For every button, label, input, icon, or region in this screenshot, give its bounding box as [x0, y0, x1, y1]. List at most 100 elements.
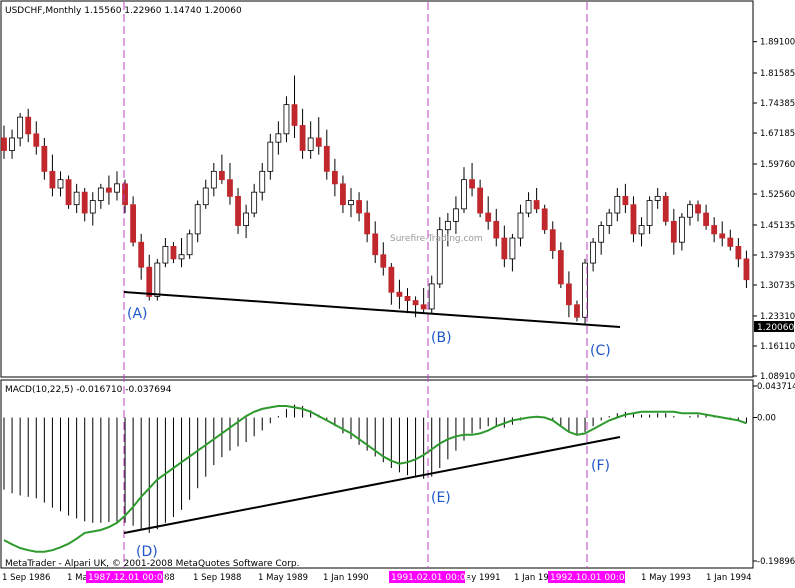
candle: [89, 192, 96, 226]
time-label: 1 Sep 1986: [2, 573, 50, 583]
candle: [162, 238, 169, 268]
candle: [719, 221, 726, 247]
current-price-label: 1.20060: [757, 323, 794, 333]
candle: [356, 192, 362, 222]
candle-body: [194, 204, 201, 235]
candle: [501, 225, 508, 268]
candle: [307, 121, 314, 159]
candle: [348, 188, 354, 218]
candle: [227, 162, 233, 205]
candle: [202, 179, 209, 209]
candle: [614, 188, 621, 222]
time-label: 1 May 1993: [641, 573, 691, 583]
macd-trendline[interactable]: [123, 436, 621, 534]
candle-body: [49, 170, 56, 189]
candle: [97, 183, 104, 209]
candle-body: [146, 266, 153, 297]
candle: [549, 221, 556, 259]
current-price-box: [754, 321, 794, 332]
price-tick-label: 1.74385: [760, 99, 795, 109]
candle: [9, 129, 15, 159]
candle-body: [687, 204, 693, 218]
candle: [17, 112, 24, 147]
candle: [194, 200, 201, 243]
candle-body: [477, 187, 484, 214]
candle-body: [283, 104, 290, 135]
candle: [590, 238, 597, 272]
price-candles: [1, 75, 750, 326]
candle-body: [178, 254, 185, 260]
candle: [65, 175, 72, 209]
candle: [315, 117, 322, 155]
candle: [122, 179, 128, 214]
candle-body: [453, 208, 459, 222]
candle: [420, 288, 427, 314]
candle: [574, 300, 580, 322]
price-tick-label: 1.81585: [760, 69, 795, 79]
candle: [566, 271, 572, 318]
candle-body: [267, 141, 274, 172]
candle-body: [646, 200, 653, 226]
candle-body: [340, 183, 346, 206]
time-label: 88: [164, 573, 175, 583]
candle-body: [711, 225, 718, 235]
macd-tick-label: 0.043714: [757, 382, 795, 392]
time-label: 1 Jan 1990: [323, 573, 369, 583]
macd-axis: 0.043714 0.00 -0.19896: [753, 382, 795, 567]
date-highlight-1: [86, 571, 163, 583]
candle-body: [606, 212, 613, 226]
candle-body: [719, 233, 726, 239]
candle-body: [114, 183, 120, 193]
candle-body: [420, 304, 427, 310]
candle: [695, 200, 701, 222]
candle-body: [662, 195, 669, 222]
candle-body: [41, 145, 48, 172]
candle: [49, 154, 56, 197]
price-axis: 1.89100 1.81585 1.74385 1.67185 1.59760 1.525…: [753, 38, 795, 382]
candle-body: [501, 237, 508, 260]
candle-body: [186, 233, 193, 256]
candle-body: [323, 145, 330, 172]
candle: [493, 208, 500, 247]
marker-d: (D): [136, 544, 158, 560]
marker-a: (A): [127, 306, 148, 322]
candle-body: [315, 137, 322, 147]
candle: [33, 121, 40, 155]
candle-body: [106, 187, 112, 193]
candle-body: [638, 225, 645, 235]
time-label: 1 Sep 1988: [193, 573, 241, 583]
candle: [646, 196, 653, 234]
candle: [711, 217, 718, 243]
macd-tick-label: -0.19896: [757, 557, 795, 567]
candle-body: [275, 133, 282, 143]
candle-body: [493, 220, 500, 239]
candle: [138, 233, 145, 280]
marker-c: (C): [590, 343, 611, 359]
price-trendline[interactable]: [123, 291, 621, 328]
price-tick-label: 1.45135: [760, 221, 795, 231]
candle-body: [574, 304, 580, 318]
candle: [291, 75, 298, 138]
candle-body: [622, 195, 629, 206]
candle-body: [25, 116, 32, 135]
candle-body: [549, 229, 556, 251]
time-label: 1 Ma: [67, 573, 88, 583]
macd-signal-line: [3, 405, 747, 553]
candle-body: [251, 191, 258, 214]
candle-body: [162, 245, 169, 264]
candle-body: [525, 200, 532, 214]
candle: [622, 183, 629, 214]
candle-body: [678, 216, 685, 243]
candle-body: [122, 183, 128, 206]
candle: [477, 179, 484, 218]
candle: [210, 162, 217, 197]
candle: [541, 204, 548, 234]
candle-body: [243, 212, 250, 226]
candle: [436, 217, 443, 289]
candle-body: [65, 179, 72, 206]
price-tick-label: 1.30735: [760, 281, 795, 291]
candle: [703, 204, 709, 230]
candle-body: [356, 200, 362, 214]
price-tick-label: 1.08910: [760, 372, 795, 382]
